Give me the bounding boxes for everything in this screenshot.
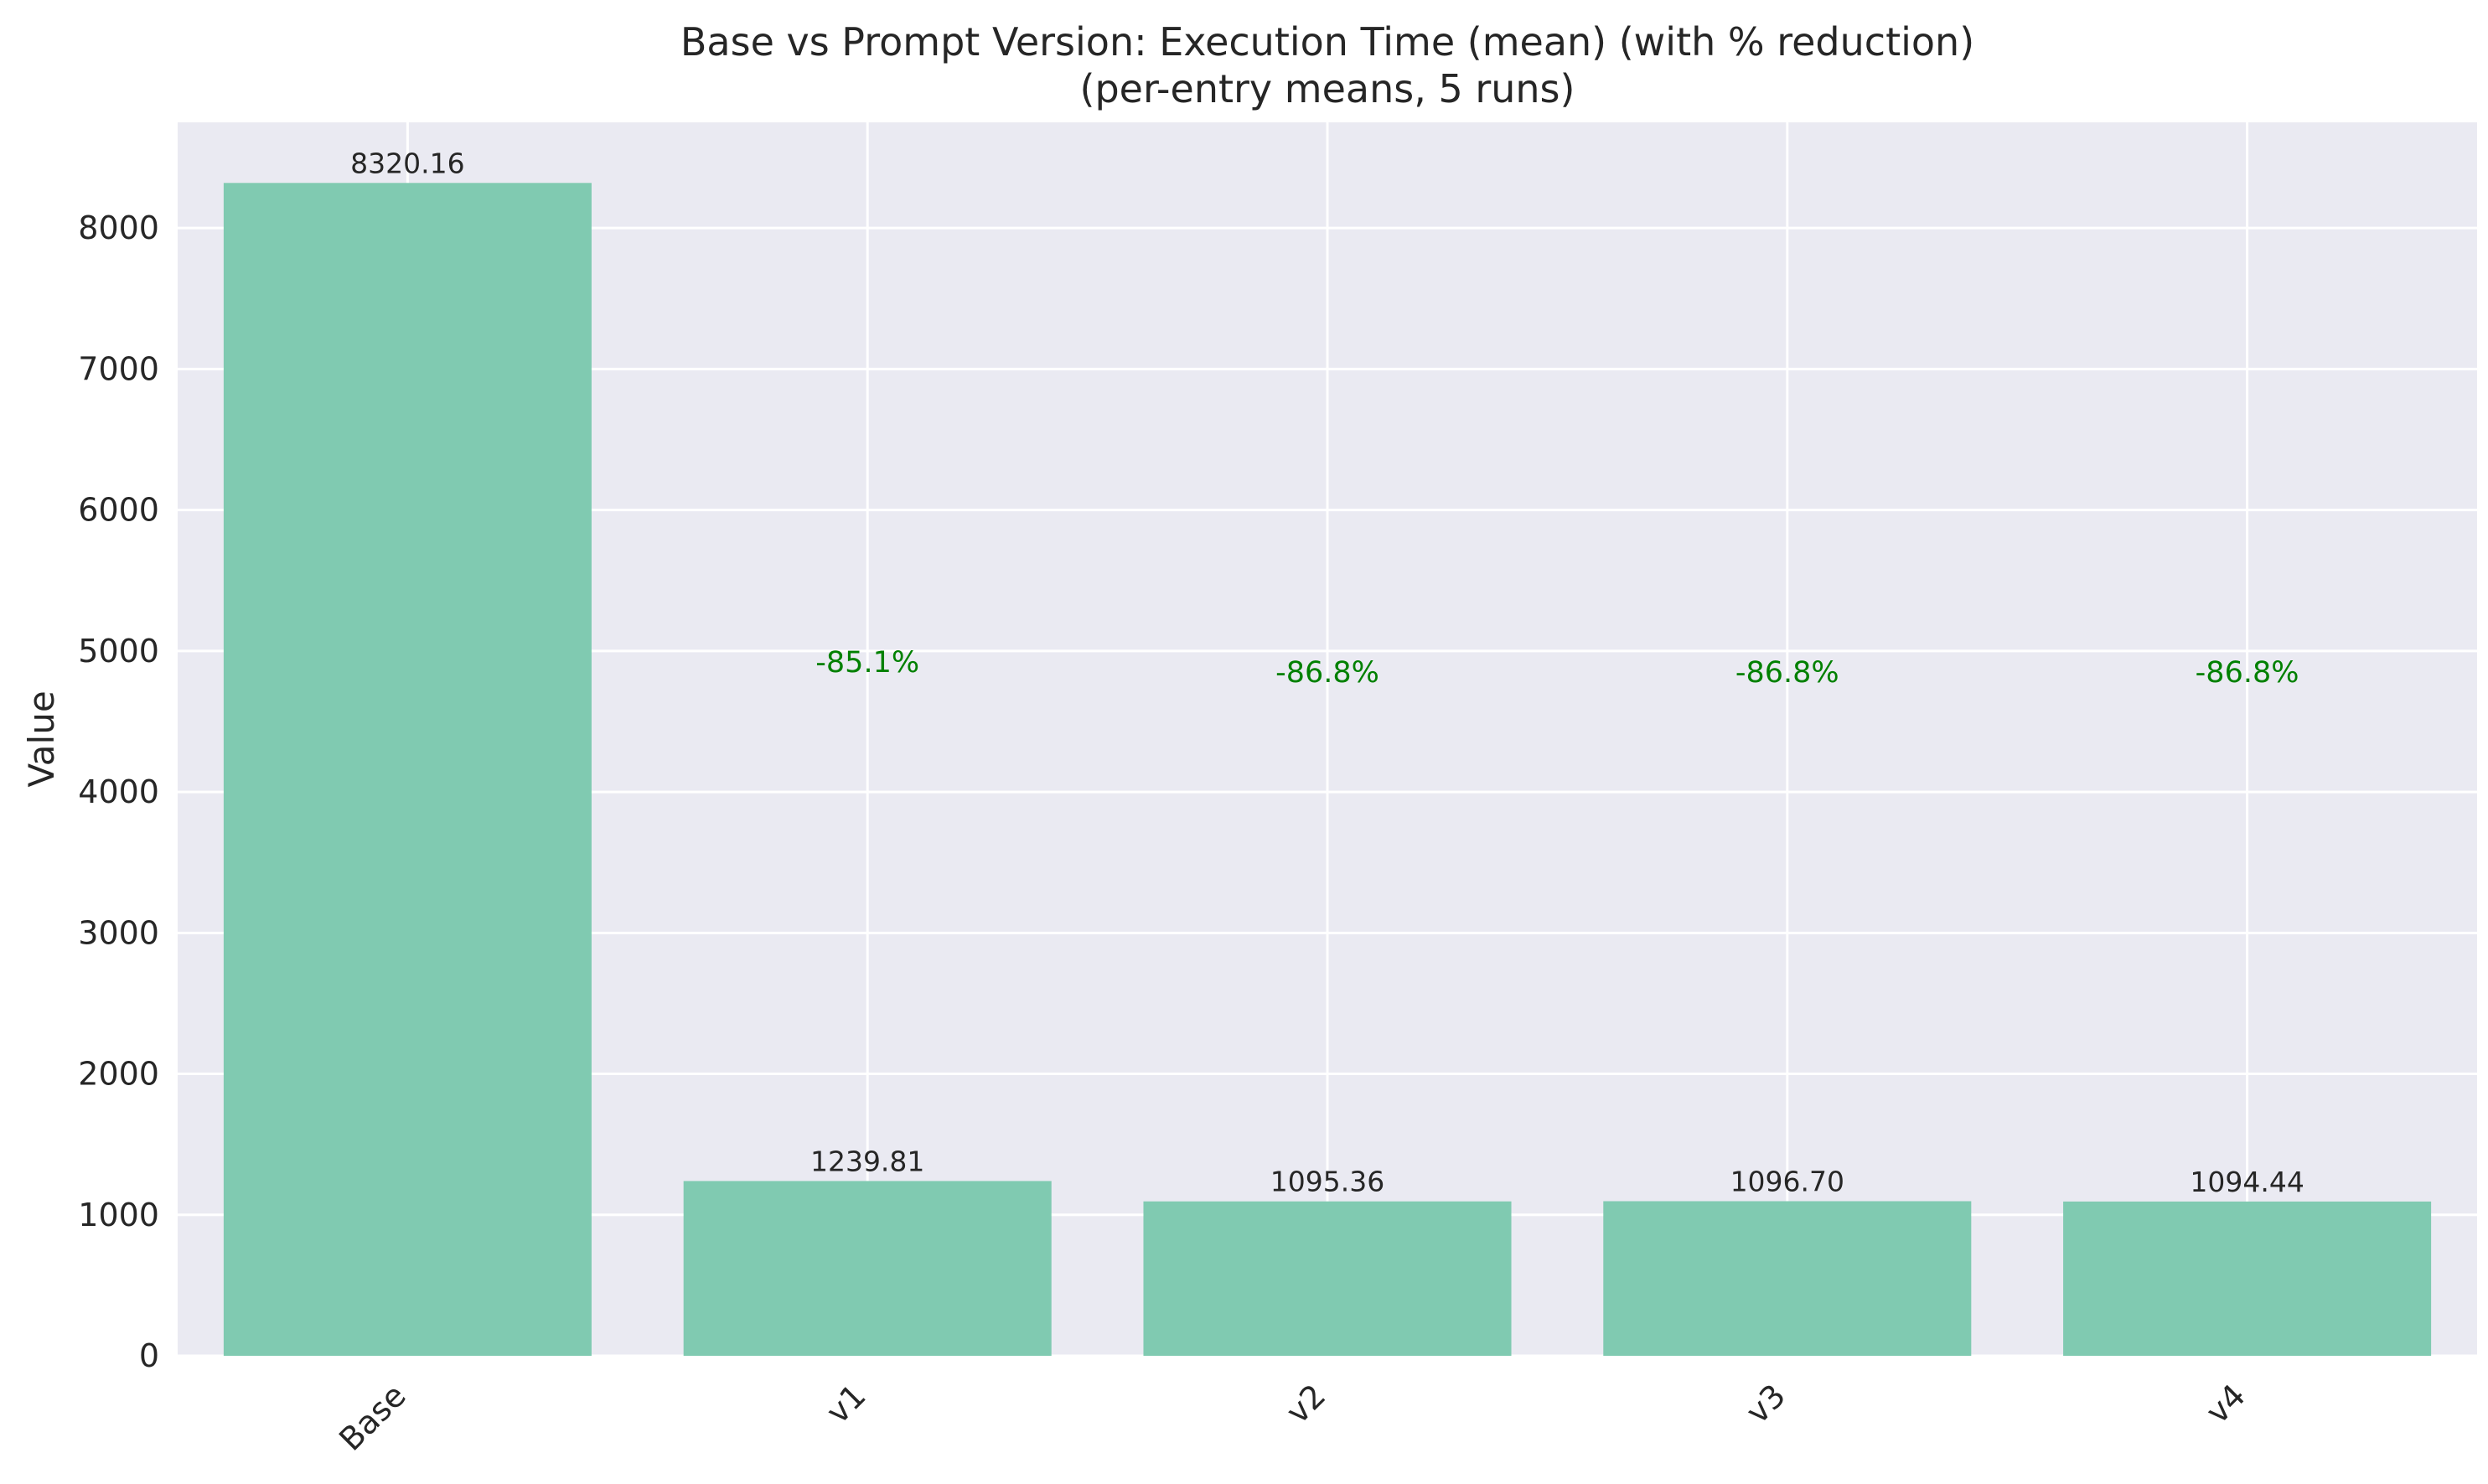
percent-reduction-label: -86.8% [1735, 656, 1839, 690]
bar-value-label: 1095.36 [1270, 1166, 1384, 1198]
bar-labels: 8320.16 1239.81 1095.36 1096.70 1094.44 -85.1… [350, 147, 2304, 1198]
bar-v3 [1603, 1201, 1972, 1356]
x-tick-label: v1 [819, 1377, 872, 1430]
y-tick-label: 4000 [78, 773, 159, 810]
y-tick-label: 0 [139, 1337, 159, 1374]
bar-v4 [2063, 1201, 2432, 1356]
y-tick-label: 7000 [78, 350, 159, 387]
bar-base [223, 183, 592, 1356]
chart-title: Base vs Prompt Version: Execution Time (… [680, 19, 1974, 65]
y-tick-label: 2000 [78, 1056, 159, 1093]
percent-reduction-label: -86.8% [1275, 656, 1379, 690]
percent-reduction-label: -86.8% [2196, 656, 2299, 690]
chart-subtitle: (per-entry means, 5 runs) [1080, 66, 1575, 111]
y-axis-ticks: 0 1000 2000 3000 4000 5000 6000 7000 8000 [78, 209, 159, 1374]
x-axis-ticks: Base v1 v2 v3 v4 [332, 1377, 2253, 1458]
bar-value-label: 8320.16 [350, 147, 464, 179]
y-tick-label: 8000 [78, 209, 159, 246]
percent-reduction-label: -85.1% [815, 646, 919, 680]
y-tick-label: 6000 [78, 492, 159, 529]
bar-v2 [1143, 1201, 1512, 1356]
x-tick-label: v2 [1279, 1377, 1332, 1430]
y-axis-label: Value [21, 690, 62, 787]
bar-value-label: 1239.81 [810, 1145, 924, 1177]
x-tick-label: Base [332, 1377, 413, 1458]
y-tick-label: 3000 [78, 914, 159, 951]
bar-v1 [683, 1181, 1052, 1356]
y-tick-label: 1000 [78, 1197, 159, 1233]
x-tick-label: v4 [2199, 1377, 2253, 1430]
bar-value-label: 1094.44 [2190, 1166, 2304, 1198]
x-tick-label: v3 [1739, 1377, 1792, 1430]
y-tick-label: 5000 [78, 633, 159, 670]
bars [223, 183, 2432, 1356]
bar-value-label: 1096.70 [1730, 1166, 1844, 1198]
